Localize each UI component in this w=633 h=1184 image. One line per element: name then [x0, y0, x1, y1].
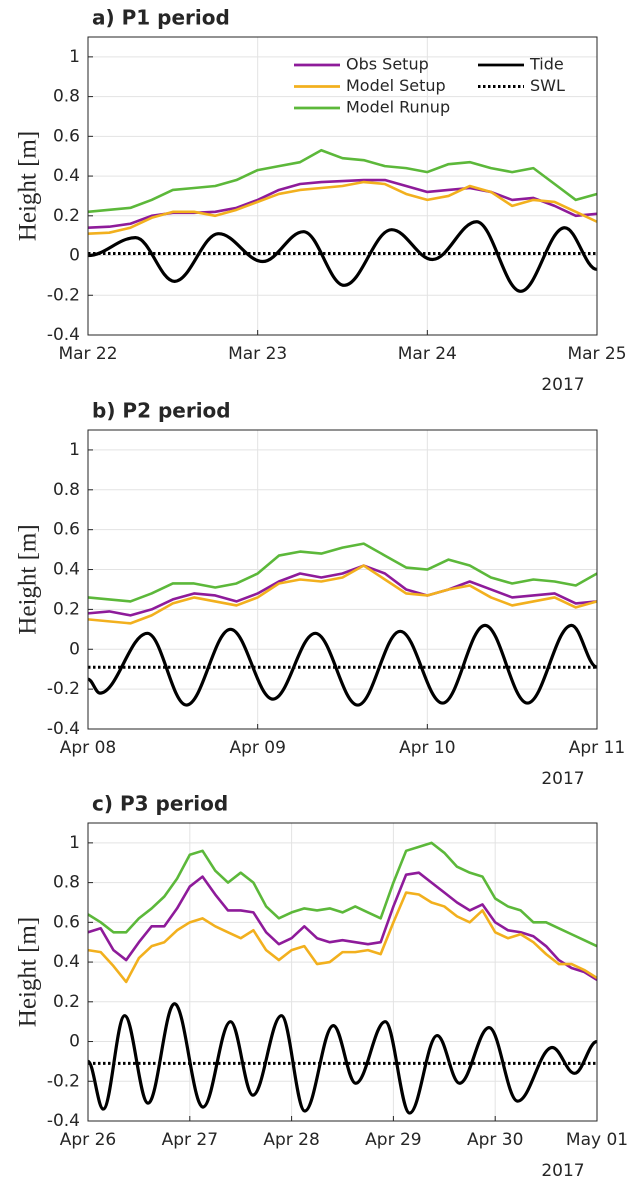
data-line [86, 1002, 598, 1115]
data-line [87, 623, 598, 707]
chart-title: b) P2 period [92, 399, 231, 423]
y-tick-label: 0.2 [53, 992, 80, 1012]
y-tick-label: -0.2 [47, 679, 80, 699]
data-line [87, 841, 598, 948]
plot-area [88, 823, 597, 1121]
y-axis-label: Height [m] [15, 524, 42, 634]
x-tick-label: May 01 [566, 1130, 628, 1150]
y-tick-label: -0.4 [47, 719, 80, 739]
x-tick-label: Apr 10 [399, 738, 455, 758]
y-tick-label: 1 [69, 833, 80, 853]
y-tick-label: 0.8 [53, 480, 80, 500]
data-line [87, 220, 598, 293]
y-axis-label: Height [m] [15, 917, 42, 1027]
x-tick-label: Apr 11 [569, 738, 625, 758]
data-line [87, 564, 598, 617]
x-tick-label: Apr 29 [365, 1130, 421, 1150]
y-tick-label: 0.2 [53, 599, 80, 619]
y-axis-label: Height [m] [15, 131, 42, 241]
y-tick-label: 0.8 [53, 873, 80, 893]
chart-title: c) P3 period [92, 792, 228, 816]
x-tick-label: Apr 08 [60, 738, 116, 758]
y-tick-label: 0 [69, 1032, 80, 1052]
y-tick-label: 0.8 [53, 87, 80, 107]
legend-label: Obs Setup [346, 55, 429, 74]
y-tick-label: 0.4 [53, 952, 80, 972]
data-line [87, 542, 598, 603]
x-tick-label: Mar 25 [567, 344, 626, 364]
data-line [87, 891, 598, 984]
data-line [87, 180, 598, 235]
axes-box [87, 429, 598, 730]
y-tick-label: 0.6 [53, 912, 80, 932]
y-tick-label: 0.4 [53, 166, 80, 186]
x-tick-label: Apr 27 [162, 1130, 218, 1150]
legend-label: Tide [529, 55, 564, 74]
y-tick-label: -0.4 [47, 325, 80, 345]
legend-label: SWL [530, 76, 565, 95]
x-offset-label: 2017 [541, 769, 584, 789]
x-tick-label: Mar 23 [228, 344, 287, 364]
axes-box [87, 36, 598, 336]
x-tick-label: Apr 30 [467, 1130, 523, 1150]
legend-label: Model Runup [346, 98, 450, 117]
y-tick-label: -0.4 [47, 1111, 80, 1131]
y-tick-label: 0.4 [53, 560, 80, 580]
x-tick-label: Apr 26 [60, 1130, 116, 1150]
chart-title: a) P1 period [92, 6, 230, 30]
x-tick-label: Apr 28 [263, 1130, 319, 1150]
y-tick-label: 1 [69, 47, 80, 67]
data-line [87, 871, 598, 982]
y-tick-label: 0.6 [53, 520, 80, 540]
x-tick-label: Mar 24 [398, 344, 457, 364]
x-offset-label: 2017 [541, 375, 584, 395]
data-line [87, 148, 598, 214]
y-tick-label: 0 [69, 639, 80, 659]
data-line [87, 564, 598, 625]
y-tick-label: 1 [69, 440, 80, 460]
x-offset-label: 2017 [541, 1161, 584, 1181]
y-tick-label: 0.2 [53, 206, 80, 226]
x-tick-label: Apr 09 [229, 738, 285, 758]
y-tick-label: 0 [69, 246, 80, 266]
legend-label: Model Setup [346, 76, 446, 95]
axes-box [87, 822, 598, 1122]
y-tick-label: -0.2 [47, 285, 80, 305]
y-tick-label: 0.6 [53, 126, 80, 146]
y-tick-label: -0.2 [47, 1071, 80, 1091]
x-tick-label: Mar 22 [58, 344, 117, 364]
